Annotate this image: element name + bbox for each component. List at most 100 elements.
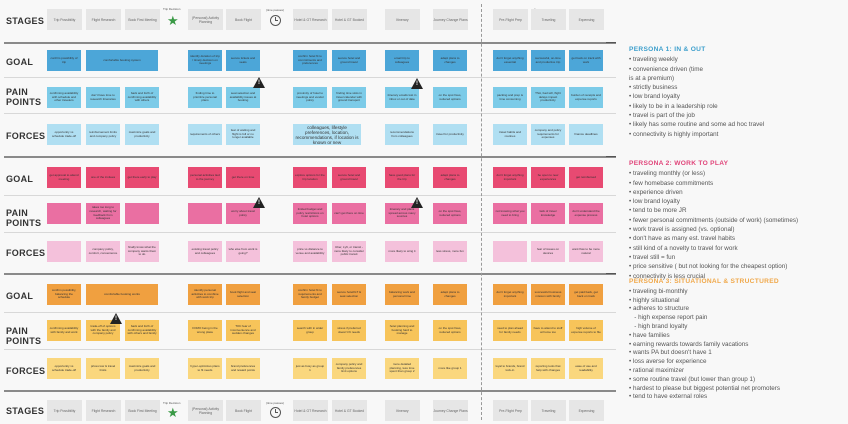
- sticky-note[interactable]: packing and prep is time consuming: [493, 87, 527, 108]
- sticky-note[interactable]: [47, 241, 81, 262]
- sticky-note[interactable]: on the spot fixes, reduced options: [433, 320, 467, 341]
- sticky-note[interactable]: search with in wider group: [293, 320, 327, 341]
- sticky-note[interactable]: hyper-optimizes plans to fit needs: [188, 358, 222, 379]
- sticky-note[interactable]: FOMO being in the wrong place: [188, 320, 222, 341]
- sticky-note[interactable]: existing travel policy and colleagues: [188, 241, 222, 262]
- sticky-note[interactable]: [493, 241, 527, 262]
- sticky-note[interactable]: company and policy requirements for expe…: [531, 124, 565, 145]
- sticky-note[interactable]: takes too long to research, waiting for …: [86, 203, 120, 224]
- sticky-note[interactable]: less stress, more fun: [433, 241, 467, 262]
- sticky-note[interactable]: one of the invitees: [86, 167, 120, 188]
- sticky-note[interactable]: don't have time to research itineraries: [86, 87, 120, 108]
- stage-itinerary[interactable]: Itinerary: [385, 400, 420, 421]
- sticky-note[interactable]: balancing work and personal time: [385, 284, 419, 305]
- sticky-note[interactable]: brand preferences and reward points: [226, 358, 260, 379]
- sticky-note[interactable]: recommendations from colleagues: [385, 124, 419, 145]
- stage-activity-planning[interactable]: (Personal) Activity Planning: [188, 400, 223, 421]
- sticky-note[interactable]: get paid back, get back on track: [569, 284, 603, 305]
- sticky-note[interactable]: more like group 1: [433, 358, 467, 379]
- sticky-note[interactable]: itinerary and plans spread across many s…: [385, 203, 419, 224]
- sticky-note[interactable]: be open to new experiences: [531, 167, 565, 188]
- sticky-note[interactable]: requirements of others: [188, 124, 222, 145]
- sticky-note[interactable]: confirm possibility of trip: [47, 50, 81, 71]
- sticky-note[interactable]: travel for productivity: [433, 124, 467, 145]
- sticky-note[interactable]: comfortable booking works: [86, 284, 158, 305]
- sticky-note[interactable]: get approval to attend meeting: [47, 167, 81, 188]
- sticky-note[interactable]: stress if preferred doesn't fit needs: [332, 320, 366, 341]
- sticky-note[interactable]: prices low & travel limits: [86, 358, 120, 379]
- sticky-note[interactable]: reporting tools that help with changes: [531, 358, 565, 379]
- stage-itinerary[interactable]: Itinerary: [385, 9, 420, 30]
- sticky-note[interactable]: finding time to prioritize personal plan…: [188, 87, 222, 108]
- stage-flight-research[interactable]: Flight Research: [86, 400, 121, 421]
- sticky-note[interactable]: finance deadlines: [569, 124, 603, 145]
- sticky-note[interactable]: [188, 203, 222, 224]
- sticky-note[interactable]: high volume of expense reports to file: [569, 320, 603, 341]
- sticky-note[interactable]: secure hotel and ground travel: [332, 50, 366, 71]
- sticky-note[interactable]: opportunity vs schedule trade-off: [47, 124, 81, 145]
- sticky-note[interactable]: worry about travel policy: [226, 203, 260, 224]
- stage-book-flight[interactable]: Book Flight: [226, 9, 261, 30]
- sticky-note[interactable]: more likely to wing it: [385, 241, 419, 262]
- sticky-note[interactable]: price vs distance to venue and availabil…: [293, 241, 327, 262]
- sticky-note[interactable]: confirm hotel fit to requirements and fa…: [293, 284, 327, 305]
- sticky-note[interactable]: confirm hotel fit to commitments and pre…: [293, 50, 327, 71]
- sticky-note[interactable]: colleagues, lifestyle preferences, locat…: [293, 124, 361, 145]
- sticky-note[interactable]: identify personal activities to combine …: [188, 284, 222, 305]
- sticky-note[interactable]: get there on time: [226, 167, 260, 188]
- sticky-note[interactable]: travel habits and routines: [493, 124, 527, 145]
- stage-pre-flight-prep[interactable]: Pre-Flight Prep: [493, 400, 528, 421]
- stage-pre-flight-prep[interactable]: Pre-Flight Prep: [493, 9, 528, 30]
- sticky-note[interactable]: can't get there on time: [332, 203, 366, 224]
- sticky-note[interactable]: itinerary emails lost in inbox or out of…: [385, 87, 419, 108]
- sticky-note[interactable]: loyal to brands, brand lock-in: [493, 358, 527, 379]
- sticky-note[interactable]: fear of issues on devices: [531, 241, 565, 262]
- sticky-note[interactable]: not knowing what you need to bring: [493, 203, 527, 224]
- sticky-note[interactable]: company policy, comfort, convenience: [86, 241, 120, 262]
- sticky-note[interactable]: back and forth of confirming availabilit…: [125, 87, 159, 108]
- sticky-note[interactable]: get there early to play: [125, 167, 159, 188]
- sticky-note[interactable]: limited budget and policy restrictions o…: [293, 203, 327, 224]
- sticky-note[interactable]: opportunity vs schedule trade-off: [47, 358, 81, 379]
- stage-book-flight[interactable]: Book Flight: [226, 400, 261, 421]
- sticky-note[interactable]: finally know what the company wants them…: [125, 241, 159, 262]
- stage-book-first-meeting[interactable]: Book First Meeting: [125, 9, 160, 30]
- sticky-note[interactable]: get reimbursed: [569, 167, 603, 188]
- stage-traveling[interactable]: Traveling: [531, 400, 566, 421]
- sticky-note[interactable]: burden of receipts and expense reports: [569, 87, 603, 108]
- sticky-note[interactable]: maximize goals and productivity: [125, 124, 159, 145]
- sticky-note[interactable]: TSA, bad wifi, flight delays impact prod…: [531, 87, 565, 108]
- sticky-note[interactable]: seat selection and availability issues a…: [226, 87, 260, 108]
- sticky-note[interactable]: trade-off of options with the family and…: [86, 320, 120, 341]
- sticky-note[interactable]: comfortable booking system: [86, 50, 158, 71]
- stage-hotel-gt-booked[interactable]: Hotel & GT Booked: [332, 400, 367, 421]
- sticky-note[interactable]: secure tickets and seats: [226, 50, 260, 71]
- sticky-note[interactable]: fear of waiting and flight is full or no…: [226, 124, 260, 145]
- sticky-note[interactable]: don't understand the expense process: [569, 203, 603, 224]
- sticky-note[interactable]: ease of use and readability: [569, 358, 603, 379]
- sticky-note[interactable]: adapt plans to changes: [433, 50, 467, 71]
- stage-trip-possibility[interactable]: Trip Possibility: [47, 400, 82, 421]
- sticky-note[interactable]: TOC fear of inconvenience and sudden cha…: [226, 320, 260, 341]
- sticky-note[interactable]: Uber, Lyft, or transit - more likely to …: [332, 241, 366, 262]
- sticky-note[interactable]: don't forget anything essential: [493, 50, 527, 71]
- stage-book-first-meeting[interactable]: Book First Meeting: [125, 400, 160, 421]
- sticky-note[interactable]: finding time slots in travel calendar wi…: [332, 87, 366, 108]
- stage-hotel-gt-booked[interactable]: Hotel & GT Booked: [332, 9, 367, 30]
- stage-activity-planning[interactable]: (Personal) Activity Planning: [188, 9, 223, 30]
- stage-hotel-gt-research[interactable]: Hotel & GT Research: [293, 9, 328, 30]
- sticky-note[interactable]: confirming availability with schedule an…: [47, 87, 81, 108]
- stage-trip-possibility[interactable]: Trip Possibility: [47, 9, 82, 30]
- stage-journey-change-plans[interactable]: Journey Change Plans: [433, 400, 468, 421]
- sticky-note[interactable]: reimbursement limits and company policy: [86, 124, 120, 145]
- sticky-note[interactable]: successful business mission with family: [531, 284, 565, 305]
- sticky-note[interactable]: on the spot fixes, reduced options: [433, 203, 467, 224]
- sticky-note[interactable]: just as busy as group 1: [293, 358, 327, 379]
- sticky-note[interactable]: need to plan ahead for family needs: [493, 320, 527, 341]
- stage-journey-change-plans[interactable]: Journey Change Plans: [433, 9, 468, 30]
- sticky-note[interactable]: company policy and family preferences li…: [332, 358, 366, 379]
- stage-flight-research[interactable]: Flight Research: [86, 9, 121, 30]
- sticky-note[interactable]: back and forth of confirming availabilit…: [125, 320, 159, 341]
- sticky-note[interactable]: book flight and seat selection: [226, 284, 260, 305]
- sticky-note[interactable]: secure hotel/GT & seat selection: [332, 284, 366, 305]
